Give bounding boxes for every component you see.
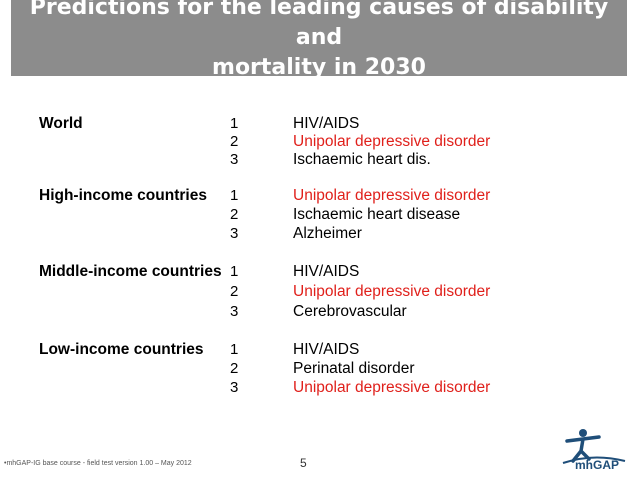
list-item: 2 Unipolar depressive disorder <box>0 133 638 153</box>
cause-label: Unipolar depressive disorder <box>293 283 491 300</box>
rank-number: 1 <box>230 263 239 280</box>
list-item: 1 HIV/AIDS <box>0 341 638 361</box>
region-label: Middle-income countries <box>39 263 222 280</box>
rank-number: 1 <box>230 341 239 358</box>
cause-label: HIV/AIDS <box>293 341 360 358</box>
logo-figure-head <box>579 429 587 437</box>
cause-label: Ischaemic heart disease <box>293 206 461 223</box>
rank-number: 1 <box>230 115 239 132</box>
cause-label: Cerebrovascular <box>293 303 407 320</box>
list-item: 2 Ischaemic heart disease <box>0 206 638 226</box>
cause-label: HIV/AIDS <box>293 263 360 280</box>
logo-text: mhGAP <box>575 458 619 472</box>
rank-number: 3 <box>230 225 239 242</box>
mhgap-logo-icon: mhGAP <box>562 429 626 472</box>
list-item: 1 Unipolar depressive disorder <box>0 187 638 207</box>
rank-number: 1 <box>230 187 239 204</box>
footer-note: •mhGAP-IG base course - field test versi… <box>4 460 192 467</box>
cause-label: Perinatal disorder <box>293 360 415 377</box>
cause-label: Unipolar depressive disorder <box>293 187 491 204</box>
title-line-2: mortality in 2030 <box>212 55 426 80</box>
list-item: 2 Perinatal disorder <box>0 360 638 380</box>
list-item: 3 Cerebrovascular <box>0 303 638 323</box>
rank-number: 3 <box>230 151 239 168</box>
list-item: 3 Ischaemic heart dis. <box>0 151 638 171</box>
cause-label: HIV/AIDS <box>293 115 360 132</box>
region-label: Low-income countries <box>39 341 204 358</box>
page-number: 5 <box>300 456 307 470</box>
rank-number: 3 <box>230 303 239 320</box>
rank-number: 2 <box>230 283 239 300</box>
region-label: World <box>39 115 83 132</box>
cause-label: Unipolar depressive disorder <box>293 379 491 396</box>
cause-label: Ischaemic heart dis. <box>293 151 431 168</box>
rank-number: 2 <box>230 206 239 223</box>
slide-title: Predictions for the leading causes of di… <box>11 0 627 80</box>
list-item: 1 HIV/AIDS <box>0 115 638 135</box>
rank-number: 2 <box>230 133 239 150</box>
list-item: 3 Unipolar depressive disorder <box>0 379 638 399</box>
region-label: High-income countries <box>39 187 207 204</box>
list-item: 2 Unipolar depressive disorder <box>0 283 638 303</box>
title-line-1: Predictions for the leading causes of di… <box>29 0 609 50</box>
rank-number: 3 <box>230 379 239 396</box>
list-item: 1 HIV/AIDS <box>0 263 638 283</box>
list-item: 3 Alzheimer <box>0 225 638 245</box>
rank-number: 2 <box>230 360 239 377</box>
cause-label: Alzheimer <box>293 225 362 242</box>
cause-label: Unipolar depressive disorder <box>293 133 491 150</box>
logo-arc <box>562 456 626 464</box>
logo-figure-body <box>565 435 601 463</box>
